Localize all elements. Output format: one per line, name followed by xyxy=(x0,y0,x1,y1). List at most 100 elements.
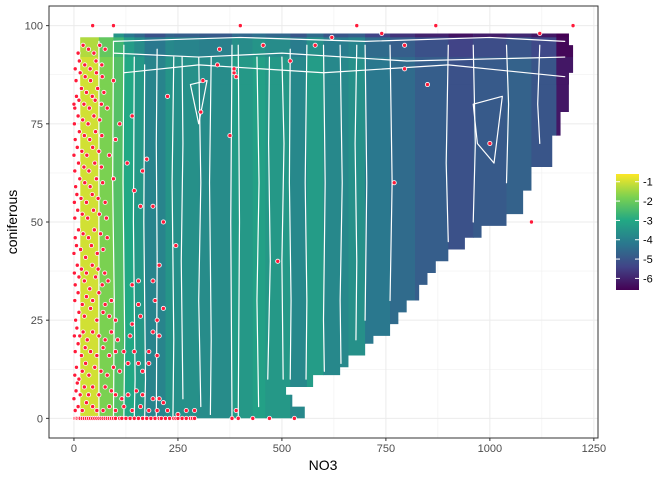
x-tick-label: 500 xyxy=(273,443,291,455)
data-point xyxy=(95,195,101,201)
data-point xyxy=(86,372,92,378)
data-point xyxy=(87,184,93,190)
data-point xyxy=(90,329,96,335)
data-point xyxy=(154,317,160,323)
heatmap-cell xyxy=(113,57,125,85)
data-point xyxy=(102,270,108,276)
data-point xyxy=(528,219,534,225)
contour-line xyxy=(132,56,136,419)
heatmap-cell xyxy=(238,57,254,85)
data-point xyxy=(487,140,493,146)
data-point xyxy=(135,415,141,421)
data-point xyxy=(88,305,94,311)
heatmap-cell xyxy=(134,37,146,58)
contour-line xyxy=(208,56,212,416)
heatmap-cell xyxy=(252,33,266,38)
data-point xyxy=(113,137,119,143)
heatmap-cell xyxy=(448,37,474,58)
data-point xyxy=(94,408,100,414)
data-point xyxy=(103,215,109,221)
data-point xyxy=(89,93,95,99)
data-point xyxy=(119,415,125,421)
data-point xyxy=(90,144,96,150)
data-point xyxy=(93,70,99,76)
data-point xyxy=(99,282,105,288)
data-point xyxy=(92,364,98,370)
data-point xyxy=(78,246,84,252)
data-point xyxy=(83,400,89,406)
data-point xyxy=(78,85,84,91)
data-point xyxy=(92,97,98,103)
data-point xyxy=(71,396,77,402)
data-point xyxy=(90,298,96,304)
data-point xyxy=(71,121,77,127)
data-point xyxy=(354,23,360,29)
data-point xyxy=(117,121,123,127)
data-point xyxy=(100,309,106,315)
data-point xyxy=(110,176,116,182)
y-tick-label: 100 xyxy=(25,21,43,33)
data-point xyxy=(73,243,79,249)
heatmap-cell xyxy=(238,37,254,58)
data-point xyxy=(76,160,82,166)
y-tick-label: 0 xyxy=(37,413,43,425)
y-tick-label: 50 xyxy=(31,217,43,229)
contour-line xyxy=(472,44,476,223)
heatmap-cell xyxy=(165,33,175,419)
heatmap-cell xyxy=(556,33,574,38)
contour-line xyxy=(281,56,285,380)
data-point xyxy=(71,199,77,205)
heatmap-cell xyxy=(232,37,239,58)
contour-line xyxy=(354,44,358,341)
data-point xyxy=(73,388,79,394)
data-point xyxy=(123,415,129,421)
data-point xyxy=(102,301,108,307)
data-point xyxy=(106,313,112,319)
data-point xyxy=(266,415,272,421)
data-point xyxy=(99,74,105,80)
data-point xyxy=(227,133,233,139)
contour-lines xyxy=(98,36,566,419)
data-point xyxy=(90,404,96,410)
data-point xyxy=(91,207,97,213)
contour-line xyxy=(445,44,449,243)
data-point xyxy=(402,66,408,72)
data-point xyxy=(237,23,243,29)
data-point xyxy=(76,227,82,233)
data-point xyxy=(78,195,84,201)
heatmap-cell xyxy=(415,33,449,38)
heatmap-cell xyxy=(306,33,324,419)
data-point xyxy=(379,30,385,36)
x-axis-label: NO3 xyxy=(309,457,338,473)
data-point xyxy=(72,137,78,143)
data-point xyxy=(77,70,83,76)
y-tick-label: 75 xyxy=(31,119,43,131)
data-point xyxy=(72,282,78,288)
data-point xyxy=(71,101,77,107)
heatmap-cell xyxy=(238,33,254,419)
data-point xyxy=(95,85,101,91)
data-point xyxy=(229,415,235,421)
data-point xyxy=(146,360,152,366)
data-point xyxy=(91,50,97,56)
heatmap-cell xyxy=(165,37,175,58)
data-point xyxy=(214,62,220,68)
data-point xyxy=(102,46,108,52)
heatmap-cell xyxy=(134,33,146,419)
x-axis: 0 250 500 750 1000 1250 xyxy=(71,438,606,455)
heatmap-cell xyxy=(365,33,391,38)
data-point xyxy=(165,408,171,414)
data-point xyxy=(110,78,116,84)
data-point xyxy=(75,341,81,347)
data-point xyxy=(117,368,123,374)
data-point xyxy=(127,415,133,421)
heatmap-cell xyxy=(173,57,200,85)
data-point xyxy=(160,219,166,225)
data-point xyxy=(260,42,266,48)
observation-points xyxy=(71,23,576,421)
data-point xyxy=(156,262,162,268)
heatmap-cell xyxy=(252,57,266,85)
data-point xyxy=(96,392,102,398)
data-point xyxy=(73,184,79,190)
data-point xyxy=(79,408,85,414)
